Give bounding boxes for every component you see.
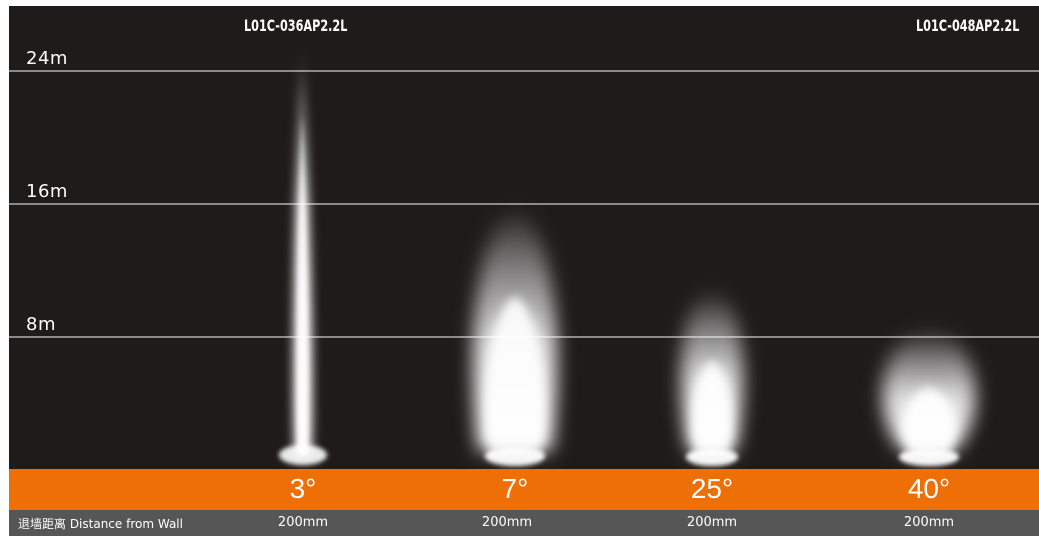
- gridline-16m: [9, 203, 1039, 205]
- model-label-right: L01C-048AP2.2L: [916, 16, 1020, 35]
- height-label-24m: 24m: [26, 48, 68, 69]
- distance-value-40: 200mm: [903, 515, 955, 530]
- beam-angle-bar: 3° 7° 25° 40°: [9, 469, 1039, 510]
- angle-label-7: 7°: [501, 473, 529, 504]
- angle-label-40: 40°: [907, 473, 951, 504]
- distance-bar: 退墙距离 Distance from Wall 200mm 200mm 200m…: [9, 510, 1039, 536]
- model-label-left: L01C-036AP2.2L: [244, 16, 348, 35]
- height-label-16m: 16m: [26, 181, 68, 202]
- angle-label-25: 25°: [690, 473, 734, 504]
- beam-25deg: [681, 289, 743, 466]
- distance-value-7: 200mm: [481, 515, 533, 530]
- beam-3deg: [279, 46, 327, 465]
- distance-value-3: 200mm: [277, 515, 329, 530]
- beams-graphic: [279, 46, 976, 466]
- height-label-8m: 8m: [26, 314, 56, 335]
- beam-40deg: [882, 329, 976, 466]
- diagram-canvas: L01C-036AP2.2L L01C-048AP2.2L 24m 16m 8m: [9, 6, 1039, 469]
- beam-diagram: L01C-036AP2.2L L01C-048AP2.2L 24m 16m 8m: [9, 6, 1039, 536]
- angle-label-3: 3°: [289, 473, 317, 504]
- distance-from-wall-label: 退墙距离 Distance from Wall: [18, 517, 183, 531]
- gridline-24m: [9, 70, 1039, 72]
- beam-7deg: [473, 206, 557, 466]
- distance-value-25: 200mm: [686, 515, 738, 530]
